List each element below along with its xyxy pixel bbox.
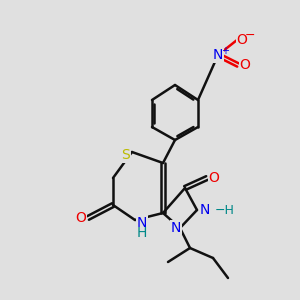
Text: O: O — [76, 211, 86, 225]
Text: O: O — [237, 33, 248, 47]
Text: N: N — [200, 203, 210, 217]
Text: O: O — [240, 58, 250, 72]
Text: S: S — [122, 148, 130, 162]
Text: −H: −H — [215, 203, 235, 217]
Text: −: − — [245, 28, 255, 41]
Text: N: N — [171, 221, 181, 235]
Text: N: N — [213, 48, 223, 62]
Text: O: O — [208, 171, 219, 185]
Text: N: N — [137, 216, 147, 230]
Text: +: + — [221, 46, 229, 56]
Text: H: H — [137, 226, 147, 240]
